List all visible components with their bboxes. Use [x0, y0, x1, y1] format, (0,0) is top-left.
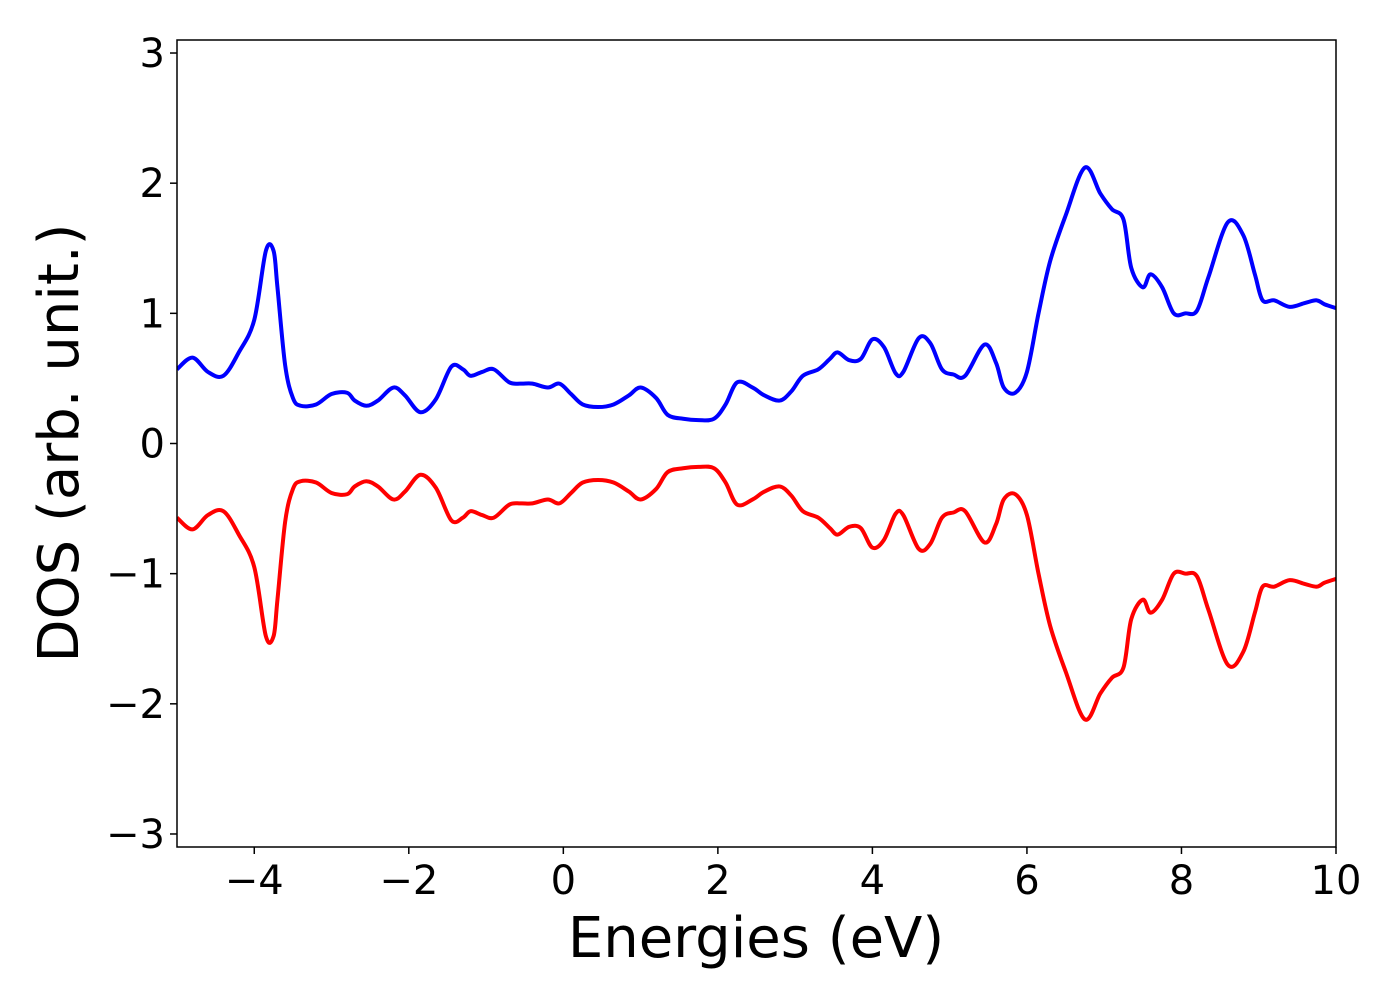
x-tick-label: −2 — [379, 858, 438, 904]
x-axis-title: Energies (eV) — [568, 906, 944, 971]
series-line-up — [177, 165, 1336, 423]
x-tick-label: 8 — [1169, 858, 1194, 904]
x-tick-label: 10 — [1311, 858, 1362, 904]
y-tick-label: 1 — [140, 291, 165, 337]
plot-frame — [176, 39, 1337, 848]
x-tick-label: −4 — [225, 858, 284, 904]
y-tick-label: −3 — [106, 812, 165, 858]
series-line-down — [177, 464, 1336, 722]
y-tick-label: 2 — [140, 161, 165, 207]
series-layer — [177, 165, 1336, 722]
x-tick-label: 2 — [705, 858, 730, 904]
x-tick-label: 6 — [1014, 858, 1039, 904]
y-axis-title: DOS (arb. unit.) — [27, 223, 92, 662]
x-tick-label: 4 — [860, 858, 885, 904]
y-tick-label: −2 — [106, 682, 165, 728]
y-tick-label: 3 — [140, 31, 165, 77]
ticks-layer: −4 −2 0 2 4 6 8 10 −3 −2 −1 0 1 2 3 — [106, 31, 1361, 904]
y-tick-label: 0 — [140, 422, 165, 468]
x-tick-label: 0 — [551, 858, 576, 904]
y-tick-label: −1 — [106, 552, 165, 598]
